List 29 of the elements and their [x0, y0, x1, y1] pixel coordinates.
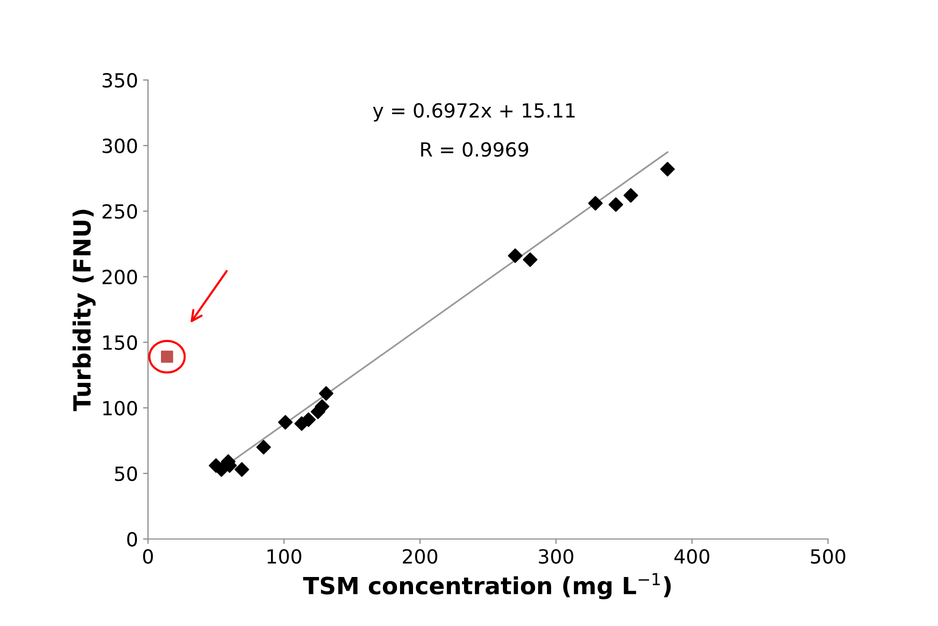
x-tick-label: 400 — [674, 549, 710, 564]
annotation: y = 0.6972x + 15.11 — [372, 103, 575, 122]
annotation: R = 0.9969 — [421, 142, 528, 157]
y-tick-label: 200 — [102, 270, 137, 284]
point — [508, 248, 522, 264]
x-tick-label: 300 — [538, 549, 574, 564]
y-tick-label: 250 — [102, 204, 137, 219]
point — [608, 197, 624, 212]
y-tick-label: 350 — [102, 72, 137, 88]
point — [588, 196, 603, 211]
y-tick-label: 0 — [127, 532, 137, 547]
y-axis-title: Turbidity (FNU) — [72, 210, 96, 412]
y-tick-label: 100 — [103, 400, 137, 416]
y-tick-label: 50 — [115, 466, 137, 482]
y-tick-label: 150 — [103, 335, 137, 350]
x-tick-label: 200 — [402, 549, 438, 564]
point — [660, 162, 675, 176]
x-tick-label: 500 — [810, 549, 846, 564]
x-tick-label: 0 — [143, 549, 153, 564]
point — [278, 415, 293, 430]
point — [522, 252, 538, 267]
point — [301, 412, 316, 427]
y-tick-label: 300 — [102, 138, 137, 154]
point — [256, 440, 271, 454]
point — [624, 188, 638, 203]
point — [234, 462, 250, 477]
x-axis-title: TSM concentration (mg L$^{−1}$) — [303, 573, 671, 600]
x-tick-label: 100 — [268, 549, 302, 564]
point — [318, 386, 334, 401]
